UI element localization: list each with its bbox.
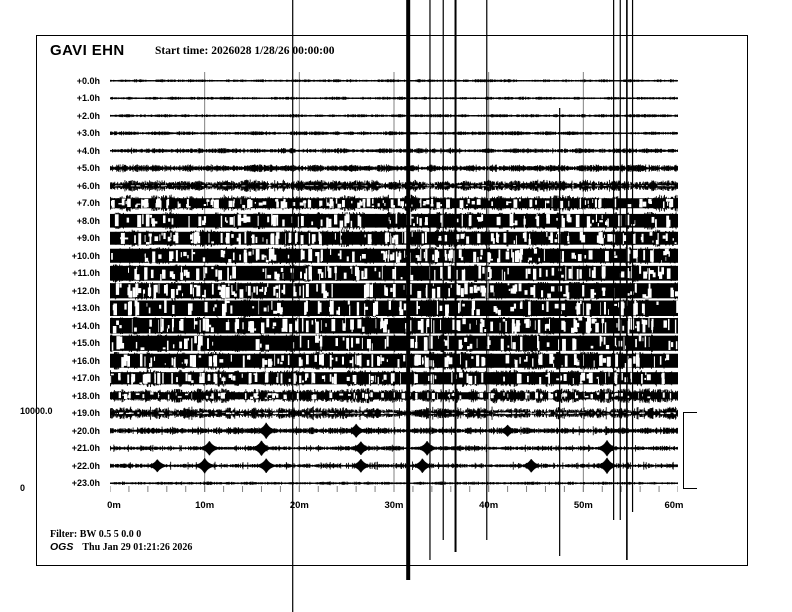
trace-hour-14 (110, 317, 678, 335)
y-tick-5: +5.0h (76, 163, 100, 174)
amplitude-scale-bar (683, 412, 697, 489)
scale-max-label: 10000.0 (20, 406, 53, 416)
y-tick-16: +16.0h (71, 355, 100, 366)
trace-hour-18 (110, 388, 678, 404)
trace-hour-8 (110, 212, 678, 230)
y-tick-13: +13.0h (71, 303, 100, 314)
y-tick-8: +8.0h (76, 215, 100, 226)
trace-canvas (110, 72, 678, 492)
trace-hour-22 (110, 457, 678, 474)
y-tick-1: +1.0h (76, 93, 100, 104)
trace-hour-20 (110, 422, 678, 439)
ogs-logo: OGS (50, 541, 74, 553)
x-axis-minute-labels: 0m 10m 20m 30m 40m 50m 60m (107, 500, 683, 520)
x-tick-40m: 40m (479, 500, 499, 511)
trace-hour-15 (110, 334, 678, 352)
seismogram-traces (110, 72, 678, 492)
scale-min-label: 0 (20, 483, 26, 493)
y-tick-3: +3.0h (76, 128, 100, 139)
y-tick-6: +6.0h (76, 180, 100, 191)
y-tick-19: +19.0h (71, 408, 100, 419)
generation-timestamp: Thu Jan 29 01:21:26 2026 (82, 542, 193, 553)
y-tick-0: +0.0h (76, 75, 100, 86)
plot-frame (36, 35, 748, 566)
trace-hour-4 (110, 147, 678, 154)
trace-hour-7 (110, 194, 678, 212)
y-tick-15: +15.0h (71, 338, 100, 349)
y-tick-21: +21.0h (71, 443, 100, 454)
y-tick-14: +14.0h (71, 320, 100, 331)
y-tick-20: +20.0h (71, 425, 100, 436)
x-tick-30m: 30m (384, 500, 404, 511)
trace-hour-17 (110, 369, 678, 387)
y-axis-hour-labels: +0.0h +1.0h +2.0h +3.0h +4.0h +5.0h +6.0h +7.0h… (36, 72, 106, 492)
trace-hour-11 (110, 264, 678, 282)
trace-hour-1 (110, 96, 678, 100)
x-tick-60m: 60m (664, 500, 684, 511)
y-tick-17: +17.0h (71, 373, 100, 384)
trace-hour-16 (110, 352, 678, 370)
trace-hour-3 (110, 131, 678, 136)
footer-credit: OGS Thu Jan 29 01:21:26 2026 (50, 541, 192, 553)
y-tick-22: +22.0h (71, 460, 100, 471)
trace-hour-5 (110, 164, 678, 173)
y-tick-11: +11.0h (72, 268, 100, 279)
trace-hour-9 (110, 229, 678, 247)
trace-hour-10 (110, 247, 678, 265)
x-tick-0m: 0m (107, 500, 121, 511)
y-tick-2: +2.0h (76, 110, 100, 121)
trace-hour-0 (110, 79, 678, 83)
y-tick-12: +12.0h (71, 285, 100, 296)
x-tick-10m: 10m (195, 500, 215, 511)
y-tick-4: +4.0h (76, 145, 100, 156)
station-title: GAVI EHN (50, 42, 125, 59)
y-tick-23: +23.0h (71, 478, 100, 489)
filter-label: Filter: BW 0.5 5 0.0 0 (50, 529, 142, 540)
x-tick-20m: 20m (289, 500, 309, 511)
y-tick-18: +18.0h (71, 390, 100, 401)
y-tick-9: +9.0h (76, 233, 100, 244)
trace-hour-19 (110, 406, 678, 421)
x-tick-50m: 50m (573, 500, 593, 511)
y-tick-10: +10.0h (71, 250, 100, 261)
trace-hour-13 (110, 299, 678, 317)
trace-hour-12 (110, 282, 678, 300)
trace-hour-6 (110, 179, 678, 192)
y-tick-7: +7.0h (76, 198, 100, 209)
start-time-label: Start time: 2026028 1/28/26 00:00:00 (155, 45, 335, 57)
